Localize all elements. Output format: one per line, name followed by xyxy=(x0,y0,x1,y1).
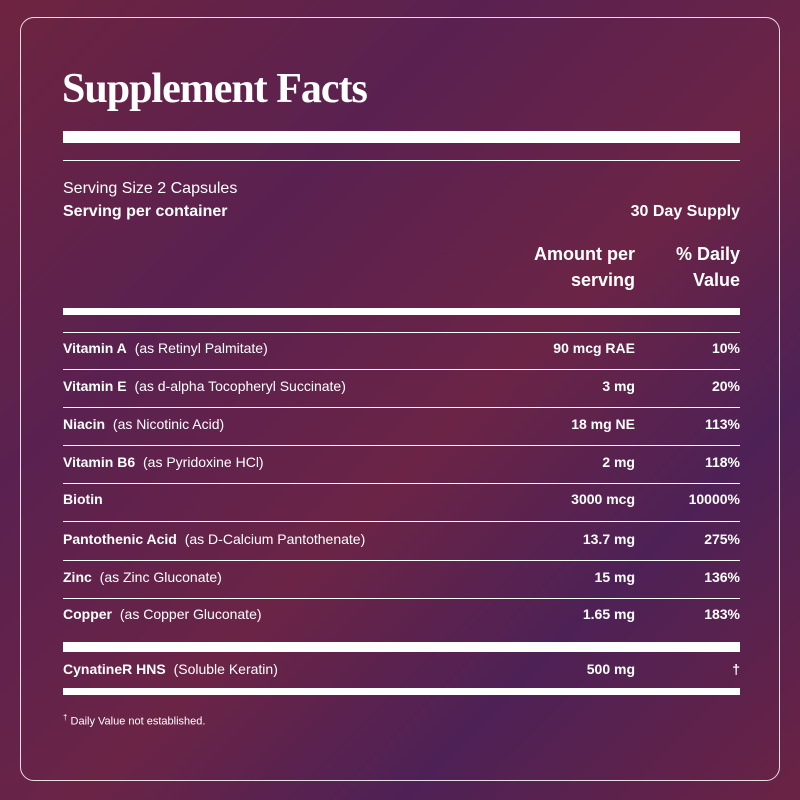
nutrient: Vitamin E (as d-alpha Tocopheryl Succina… xyxy=(63,379,346,393)
nutrient-name: CynatineR HNS xyxy=(63,661,166,677)
amount: 13.7 mg xyxy=(582,531,635,547)
nutrient: Vitamin B6 (as Pyridoxine HCl) xyxy=(63,455,264,469)
amount: 3 mg xyxy=(602,378,635,394)
nutrient-source: (as Retinyl Palmitate) xyxy=(134,340,268,356)
row-rule xyxy=(63,369,740,370)
daily-value: 10% xyxy=(711,340,740,356)
nutrient-name: Vitamin A xyxy=(63,340,127,356)
nutrient: Niacin (as Nicotinic Acid) xyxy=(63,417,224,431)
daily-value: 10000% xyxy=(688,491,740,507)
amount: 2 mg xyxy=(602,454,635,470)
daily-value: 136% xyxy=(704,569,740,585)
nutrient-name: Copper xyxy=(63,606,112,622)
nutrient-name: Vitamin B6 xyxy=(63,454,136,470)
amount: 500 mg xyxy=(586,661,635,677)
header: Amount per xyxy=(534,244,635,264)
row-rule xyxy=(63,445,740,446)
nutrient-source: (as d-alpha Tocopheryl Succinate) xyxy=(134,378,346,394)
nutrient: Pantothenic Acid (as D-Calcium Pantothen… xyxy=(63,532,365,546)
row-rule xyxy=(63,521,740,522)
nutrient-name: Biotin xyxy=(63,491,103,507)
thick-rule xyxy=(63,642,740,652)
title: Supplement Facts xyxy=(62,66,368,112)
daily-value: 113% xyxy=(704,416,740,432)
header: % Daily xyxy=(675,244,740,264)
thin-rule xyxy=(63,332,740,333)
nutrient: Biotin xyxy=(63,492,103,506)
daily-value: 183% xyxy=(704,606,740,622)
amount: 90 mcg RAE xyxy=(553,340,635,356)
footnote-text: Daily Value not established. xyxy=(70,715,206,728)
header: serving xyxy=(570,270,635,290)
daily-value: † xyxy=(732,661,740,677)
serving-label: Serving per container xyxy=(63,203,228,220)
footnote: † Daily Value not established. xyxy=(63,714,205,728)
serving-value: 30 Day Supply xyxy=(630,203,740,220)
serving-size: Serving Size 2 Capsules xyxy=(63,180,238,197)
nutrient-source: (Soluble Keratin) xyxy=(173,661,278,677)
header: Value xyxy=(692,270,740,290)
nutrient-name: Pantothenic Acid xyxy=(63,531,177,547)
nutrient-source: (as Zinc Gluconate) xyxy=(99,569,222,585)
nutrient-name: Niacin xyxy=(63,416,106,432)
nutrient-name: Zinc xyxy=(63,569,92,585)
nutrient: CynatineR HNS (Soluble Keratin) xyxy=(63,662,278,676)
amount: 15 mg xyxy=(594,569,635,585)
daily-value: 20% xyxy=(711,378,740,394)
amount: 1.65 mg xyxy=(582,606,635,622)
amount: 3000 mcg xyxy=(571,491,635,507)
nutrient: Vitamin A (as Retinyl Palmitate) xyxy=(63,341,268,355)
nutrient-source: (as Pyridoxine HCl) xyxy=(143,454,264,470)
thick-rule xyxy=(63,308,740,315)
nutrient-name: Vitamin E xyxy=(63,378,127,394)
nutrient-source: (as Copper Gluconate) xyxy=(119,606,262,622)
daily-value: 118% xyxy=(704,454,740,470)
nutrient-source: (as Nicotinic Acid) xyxy=(112,416,225,432)
footnote-symbol: † xyxy=(63,713,68,722)
row-rule xyxy=(63,407,740,408)
thick-rule xyxy=(63,131,740,143)
nutrient: Copper (as Copper Gluconate) xyxy=(63,607,262,621)
amount: 18 mg NE xyxy=(571,416,635,432)
frame xyxy=(20,17,780,781)
thick-rule xyxy=(63,688,740,695)
nutrient-source: (as D-Calcium Pantothenate) xyxy=(184,531,366,547)
row-rule xyxy=(63,482,740,484)
row-rule xyxy=(63,597,740,599)
daily-value: 275% xyxy=(704,531,740,547)
nutrient: Zinc (as Zinc Gluconate) xyxy=(63,570,222,584)
thin-rule xyxy=(63,160,740,161)
row-rule xyxy=(63,560,740,561)
